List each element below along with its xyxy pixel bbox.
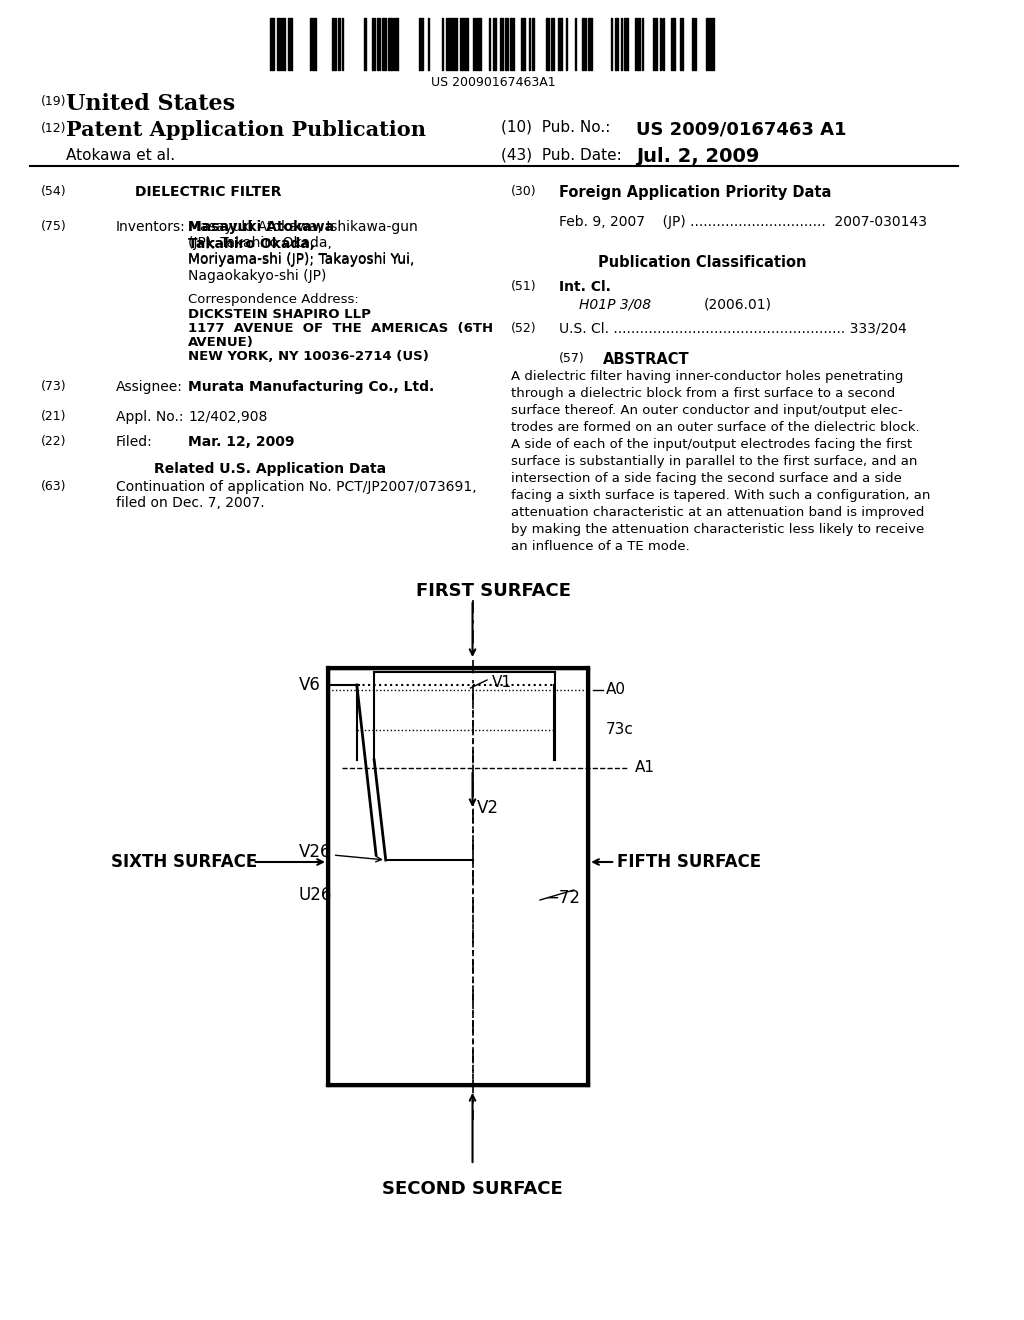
- Text: (51): (51): [511, 280, 537, 293]
- Text: (75): (75): [41, 220, 67, 234]
- Text: 73c: 73c: [605, 722, 634, 738]
- Text: (30): (30): [511, 185, 537, 198]
- Text: 12/402,908: 12/402,908: [188, 411, 267, 424]
- Text: Masayuki Atokawa: Masayuki Atokawa: [188, 220, 334, 234]
- Text: (57): (57): [559, 352, 585, 366]
- Text: FIFTH SURFACE: FIFTH SURFACE: [617, 853, 761, 871]
- Text: DICKSTEIN SHAPIRO LLP: DICKSTEIN SHAPIRO LLP: [188, 308, 371, 321]
- Text: Takahiro Okada,: Takahiro Okada,: [188, 238, 315, 251]
- Text: (22): (22): [41, 436, 66, 447]
- Text: H01P 3/08: H01P 3/08: [579, 298, 650, 312]
- Text: A0: A0: [605, 682, 626, 697]
- Text: US 20090167463A1: US 20090167463A1: [431, 77, 556, 88]
- Text: Inventors:: Inventors:: [116, 220, 185, 234]
- Text: United States: United States: [66, 92, 234, 115]
- Text: −72: −72: [545, 888, 580, 907]
- Text: Jul. 2, 2009: Jul. 2, 2009: [637, 147, 760, 166]
- Text: ABSTRACT: ABSTRACT: [603, 352, 689, 367]
- Text: V26: V26: [299, 843, 332, 861]
- Text: Assignee:: Assignee:: [116, 380, 182, 393]
- Text: U26: U26: [299, 886, 333, 904]
- Text: (54): (54): [41, 185, 67, 198]
- Text: Moriyama-shi (JP); Takayoshi Yui,: Moriyama-shi (JP); Takayoshi Yui,: [188, 253, 415, 267]
- Text: (21): (21): [41, 411, 66, 422]
- Text: Int. Cl.: Int. Cl.: [559, 280, 611, 294]
- Text: SECOND SURFACE: SECOND SURFACE: [382, 1180, 563, 1199]
- Text: Appl. No.:: Appl. No.:: [116, 411, 183, 424]
- Text: (73): (73): [41, 380, 67, 393]
- Text: V6: V6: [299, 676, 321, 694]
- Text: U.S. Cl. ..................................................... 333/204: U.S. Cl. ...............................…: [559, 322, 907, 337]
- Text: Publication Classification: Publication Classification: [598, 255, 806, 271]
- Text: V2: V2: [477, 799, 500, 817]
- Text: SIXTH SURFACE: SIXTH SURFACE: [111, 853, 257, 871]
- Text: AVENUE): AVENUE): [188, 337, 254, 348]
- Text: Feb. 9, 2007    (JP) ...............................  2007-030143: Feb. 9, 2007 (JP) ......................…: [559, 215, 928, 228]
- Text: (2006.01): (2006.01): [703, 298, 772, 312]
- Text: 1177  AVENUE  OF  THE  AMERICAS  (6TH: 1177 AVENUE OF THE AMERICAS (6TH: [188, 322, 494, 335]
- Text: (12): (12): [41, 121, 66, 135]
- Text: Masayuki Atokawa, Ishikawa-gun
(JP); Takahiro Okada,
Moriyama-shi (JP); Takayosh: Masayuki Atokawa, Ishikawa-gun (JP); Tak…: [188, 220, 418, 282]
- Text: DIELECTRIC FILTER: DIELECTRIC FILTER: [135, 185, 282, 199]
- Text: FIRST SURFACE: FIRST SURFACE: [416, 582, 571, 601]
- Text: Correspondence Address:: Correspondence Address:: [188, 293, 358, 306]
- Text: Mar. 12, 2009: Mar. 12, 2009: [188, 436, 295, 449]
- Text: Murata Manufacturing Co., Ltd.: Murata Manufacturing Co., Ltd.: [188, 380, 434, 393]
- Text: Related U.S. Application Data: Related U.S. Application Data: [155, 462, 386, 477]
- Text: A1: A1: [635, 760, 654, 776]
- Text: (10)  Pub. No.:: (10) Pub. No.:: [502, 120, 611, 135]
- Text: NEW YORK, NY 10036-2714 (US): NEW YORK, NY 10036-2714 (US): [188, 350, 429, 363]
- Text: (52): (52): [511, 322, 537, 335]
- Text: Atokawa et al.: Atokawa et al.: [66, 148, 175, 162]
- Text: (43)  Pub. Date:: (43) Pub. Date:: [502, 148, 623, 162]
- Text: A dielectric filter having inner-conductor holes penetrating
through a dielectri: A dielectric filter having inner-conduct…: [511, 370, 931, 553]
- Text: V1: V1: [492, 675, 512, 690]
- Text: Foreign Application Priority Data: Foreign Application Priority Data: [559, 185, 831, 201]
- Text: Continuation of application No. PCT/JP2007/073691,
filed on Dec. 7, 2007.: Continuation of application No. PCT/JP20…: [116, 480, 476, 511]
- Text: US 2009/0167463 A1: US 2009/0167463 A1: [637, 120, 847, 139]
- Text: Patent Application Publication: Patent Application Publication: [66, 120, 426, 140]
- Text: (19): (19): [41, 95, 66, 108]
- Text: (63): (63): [41, 480, 66, 492]
- Text: Filed:: Filed:: [116, 436, 153, 449]
